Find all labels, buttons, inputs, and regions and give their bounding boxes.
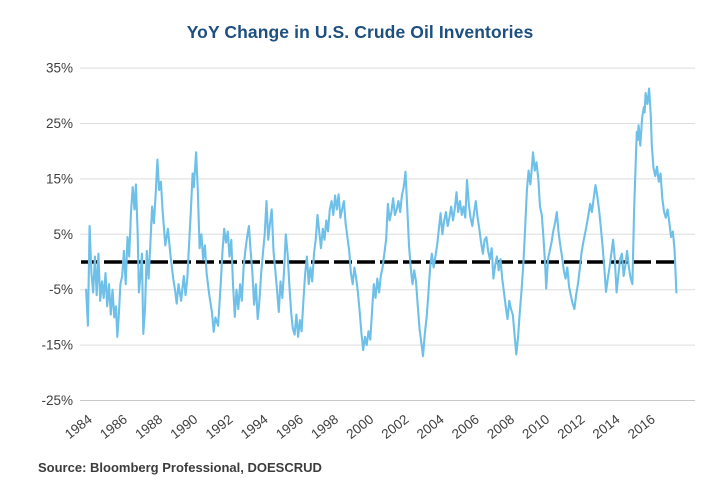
x-tick-label: 2008 [484,412,517,442]
yoy-inventories-series-line [85,87,678,358]
y-tick-label: -15% [41,338,73,353]
x-tick-label: 2014 [590,411,623,442]
y-tick-label: 5% [53,227,73,242]
x-tick-label: 1998 [308,412,341,442]
y-tick-label: -25% [41,393,73,408]
x-tick-label: 2004 [414,411,447,442]
x-tick-label: 1996 [273,412,306,442]
x-tick-label: 1986 [97,412,130,442]
y-tick-label: 35% [46,61,73,76]
x-tick-label: 2012 [555,412,588,442]
x-tick-label: 2016 [625,412,658,442]
x-tick-label: 1990 [167,412,200,442]
x-tick-label: 1984 [62,411,95,442]
x-tick-label: 1994 [238,411,271,442]
chart-title: YoY Change in U.S. Crude Oil Inventories [186,22,534,42]
x-tick-label: 2010 [519,412,552,442]
x-tick-label: 2002 [379,412,412,442]
y-tick-label: 25% [46,116,73,131]
y-tick-label: 15% [46,171,73,186]
source-note: Source: Bloomberg Professional, DOESCRUD [38,460,322,475]
x-tick-label: 1988 [132,412,165,442]
y-tick-label: -5% [49,282,73,297]
x-tick-label: 2006 [449,412,482,442]
x-tick-label: 2000 [343,412,376,442]
x-tick-label: 1992 [203,412,236,442]
